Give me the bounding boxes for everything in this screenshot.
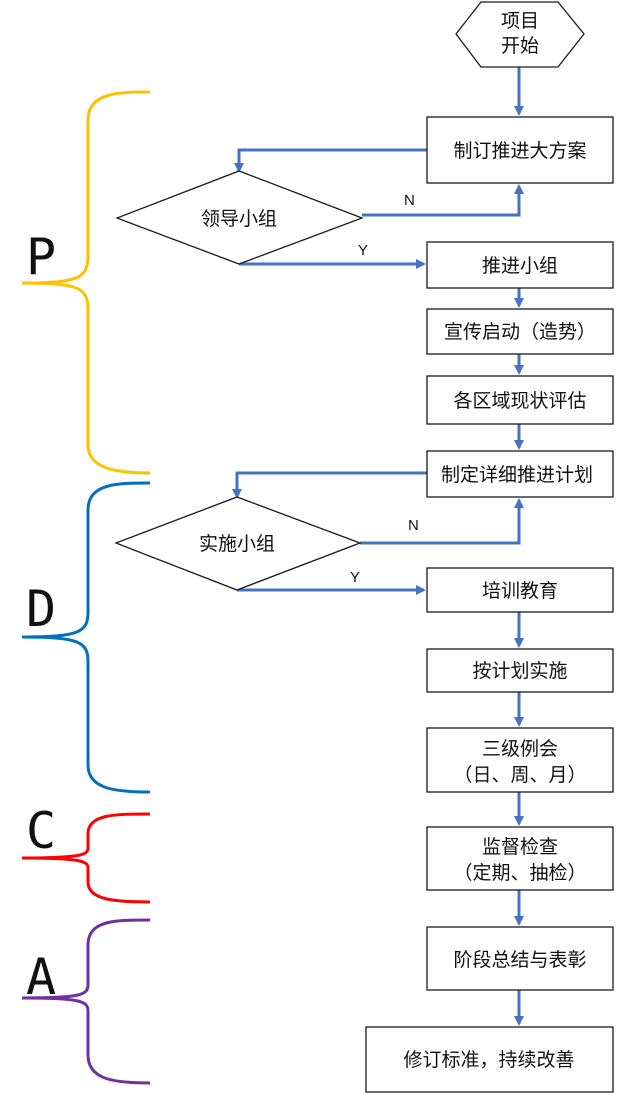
meeting-line1: 三级例会 <box>482 738 558 760</box>
execute-label: 按计划实施 <box>472 660 567 682</box>
lead-group-yes-label: Y <box>358 242 368 259</box>
assessment-label: 各区域现状评估 <box>453 390 586 412</box>
push-group-label: 推进小组 <box>482 255 558 277</box>
c-phase-brace <box>21 812 151 904</box>
start-node-line2: 开始 <box>501 35 539 57</box>
plan-box-label: 制订推进大方案 <box>453 140 586 162</box>
execute-box: 按计划实施 <box>426 648 614 693</box>
d-phase-label: D <box>26 580 56 638</box>
arrow-lead-group-no <box>362 184 524 217</box>
publicity-box: 宣传启动（造势） <box>426 308 614 355</box>
c-phase-label: C <box>26 802 56 860</box>
assessment-box: 各区域现状评估 <box>426 375 614 425</box>
arrow-detailed-to-impl-group <box>232 471 427 499</box>
arrow-impl-group-no <box>360 498 524 545</box>
lead-group-no-label: N <box>404 192 415 209</box>
lead-group-label: 领导小组 <box>201 208 277 230</box>
start-node: 项目 开始 <box>455 1 585 68</box>
publicity-label: 宣传启动（造势） <box>444 321 596 343</box>
meeting-line2: （日、周、月） <box>453 764 586 786</box>
meeting-box: 三级例会 （日、周、月） <box>426 727 614 793</box>
training-box: 培训教育 <box>426 567 614 613</box>
summary-box: 阶段总结与表彰 <box>426 926 614 991</box>
arrow-plan-to-lead-group <box>234 148 427 173</box>
start-node-line1: 项目 <box>501 10 539 32</box>
impl-group-no-label: N <box>408 517 419 534</box>
p-phase-label: P <box>26 228 56 286</box>
impl-group-label: 实施小组 <box>199 533 275 555</box>
impl-group-decision: 实施小组 <box>114 496 362 591</box>
p-phase-brace <box>21 90 151 475</box>
push-group-box: 推进小组 <box>426 241 614 289</box>
improve-box: 修订标准，持续改善 <box>365 1026 614 1093</box>
d-phase-brace <box>21 481 151 794</box>
a-phase-label: A <box>26 948 56 1006</box>
improve-label: 修订标准，持续改善 <box>403 1049 574 1071</box>
detailed-plan-label: 制定详细推进计划 <box>441 464 593 486</box>
inspection-line2: （定期、抽检） <box>453 862 586 884</box>
a-phase-brace <box>21 918 151 1085</box>
inspection-box: 监督检查 （定期、抽检） <box>426 826 614 891</box>
impl-group-yes-label: Y <box>350 569 360 586</box>
plan-box: 制订推进大方案 <box>426 116 614 184</box>
detailed-plan-box: 制定详细推进计划 <box>426 450 614 498</box>
inspection-line1: 监督检查 <box>482 836 558 858</box>
training-label: 培训教育 <box>482 580 558 602</box>
lead-group-decision: 领导小组 <box>115 170 364 265</box>
summary-label: 阶段总结与表彰 <box>453 949 586 971</box>
